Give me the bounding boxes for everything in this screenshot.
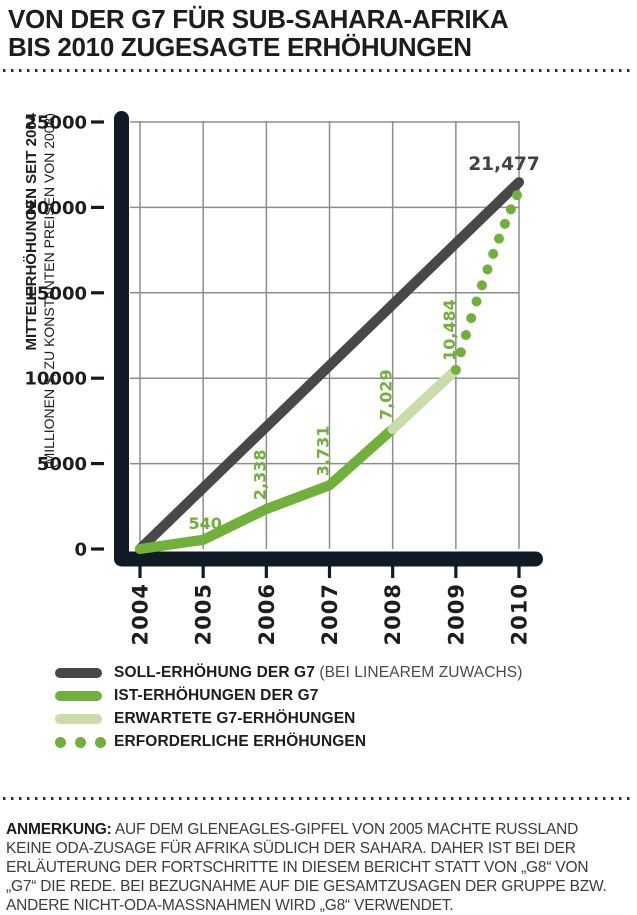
x-tick-label-year: 2006 <box>255 583 279 645</box>
y-axis-title: MITTELERHÖHUNGEN SEIT 2004 <box>23 112 40 350</box>
series-line-light_green <box>387 364 461 435</box>
series-dot-green <box>482 264 493 275</box>
legend-item-erwartete: ERWARTETE G7-ERHÖHUNGEN <box>55 710 522 727</box>
series-dot-green <box>460 330 471 341</box>
y-tick-label: 0 <box>74 540 87 561</box>
page-title-line-1: VON DER G7 FÜR SUB-SAHARA-AFRIKA <box>8 4 509 34</box>
axis-frame <box>114 111 543 567</box>
y-axis-subtitle: (MILLIONEN $, ZU KONSTANTEN PREISEN VON … <box>41 113 57 469</box>
y-tick-label: 20000 <box>24 198 87 219</box>
y-tick-label: 10000 <box>24 369 87 390</box>
legend-label-soll: SOLL-ERHÖHUNG DER G7 (BEI LINEAREM ZUWAC… <box>114 664 522 682</box>
value-label: 21,477 <box>468 154 539 175</box>
page-title: VON DER G7 FÜR SUB-SAHARA-AFRIKA BIS 201… <box>8 4 509 62</box>
x-tick-label-year: 2004 <box>129 583 153 645</box>
series-line-dark_gray <box>134 177 525 555</box>
legend-line-dark-swatch <box>55 668 102 678</box>
value-label: 3,731 <box>314 426 333 477</box>
series-dot-green <box>493 233 504 244</box>
legend-label-soll-bold: SOLL-ERHÖHUNG DER G7 <box>114 664 315 681</box>
x-tick-label-year: 2005 <box>192 583 216 645</box>
y-tick-label: 15000 <box>24 283 87 304</box>
x-tick-label-year: 2008 <box>381 583 405 645</box>
series-dot-green <box>512 190 523 201</box>
series-dot-green <box>499 218 510 229</box>
chart-legend: SOLL-ERHÖHUNG DER G7 (BEI LINEAREM ZUWAC… <box>55 664 522 750</box>
series-line-green <box>134 423 398 555</box>
series-dot-green <box>466 313 477 324</box>
value-label: 10,484 <box>440 299 459 361</box>
series-dot-green <box>488 248 499 259</box>
legend-label-erwartete: ERWARTETE G7-ERHÖHUNGEN <box>114 710 356 727</box>
footnote-label: ANMERKUNG: <box>6 821 112 838</box>
legend-label-erforderliche: ERFORDERLICHE ERHÖHUNGEN <box>114 733 367 750</box>
x-tick-label-year: 2007 <box>318 583 342 645</box>
value-label: 540 <box>188 514 221 533</box>
series-dot-green <box>476 280 487 291</box>
y-tick-label: 5000 <box>37 454 87 475</box>
dotted-divider-top <box>3 69 634 72</box>
legend-label-soll-suffix: (BEI LINEAREM ZUWACHS) <box>314 664 523 681</box>
value-label: 2,338 <box>250 449 269 500</box>
y-tick-label: 25000 <box>24 113 87 134</box>
legend-item-erforderliche: ERFORDERLICHE ERHÖHUNGEN <box>55 733 522 750</box>
x-tick-label-year: 2009 <box>444 583 468 645</box>
page-title-line-2: BIS 2010 ZUGESAGTE ERHÖHUNGEN <box>8 31 472 62</box>
legend-line-green-swatch <box>55 691 102 701</box>
legend-dots-swatch <box>55 736 106 748</box>
x-tick-label-year: 2010 <box>508 583 532 645</box>
series-dot-green <box>455 347 466 358</box>
legend-label-ist: IST-ERHÖHUNGEN DER G7 <box>114 687 319 704</box>
series-dot-green <box>505 204 516 215</box>
footnote: ANMERKUNG: AUF DEM GLENEAGLES-GIPFEL VON… <box>6 820 622 915</box>
legend-item-ist: IST-ERHÖHUNGEN DER G7 <box>55 687 522 704</box>
value-label: 7,029 <box>377 369 396 420</box>
legend-line-lightgreen-swatch <box>55 714 102 724</box>
series-dot-green <box>450 364 461 375</box>
legend-item-soll: SOLL-ERHÖHUNG DER G7 (BEI LINEAREM ZUWAC… <box>55 664 522 682</box>
dotted-divider-bottom <box>3 797 634 800</box>
line-chart: 0 5000 10000 15000 20000 25000 2004 2005 2006 200… <box>23 111 543 645</box>
series-dot-green <box>471 296 482 307</box>
